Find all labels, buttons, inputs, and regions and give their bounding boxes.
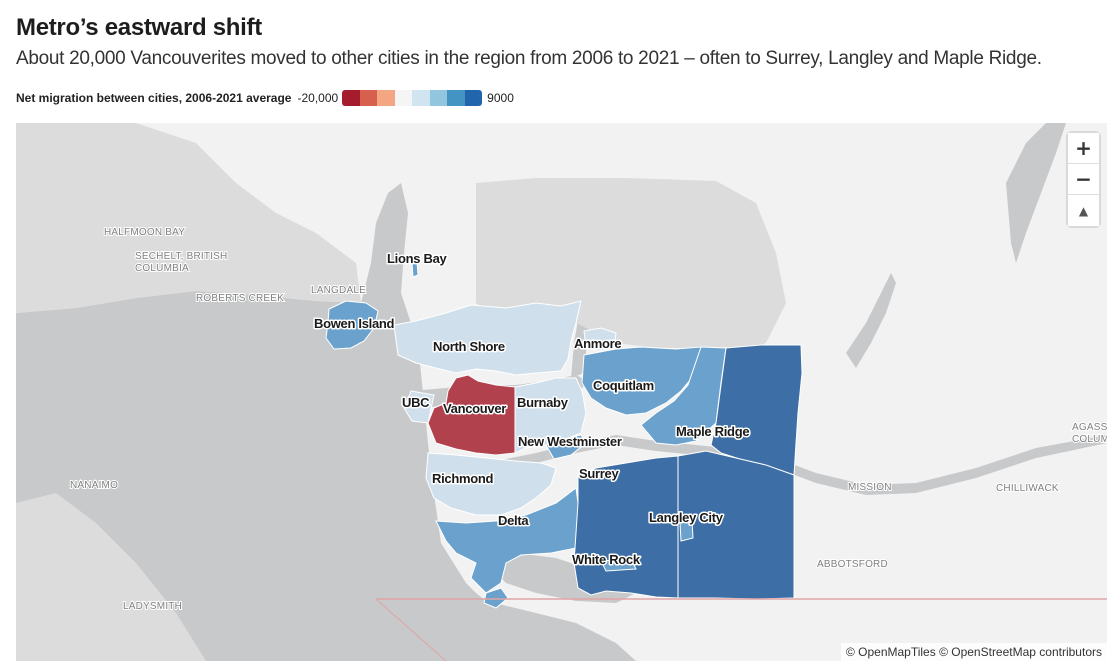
legend: Net migration between cities, 2006-2021 … [16, 89, 514, 107]
map-canvas[interactable]: HALFMOON BAY SECHELT, BRITISH COLUMBIA L… [16, 123, 1107, 661]
region-langley[interactable] [677, 450, 795, 600]
land-sunshine-coast [16, 123, 361, 313]
region-bowen-island[interactable] [325, 300, 379, 350]
place-label-halfmoon-bay: HALFMOON BAY [104, 227, 185, 238]
place-label-langdale: LANGDALE [311, 285, 366, 296]
place-label-roberts-creek: ROBERTS CREEK [196, 293, 284, 304]
city-label-surrey: Surrey [579, 466, 619, 481]
reset-north-button[interactable]: ▲ [1068, 195, 1099, 226]
place-label-mission: MISSION [848, 482, 892, 493]
place-label-nanaimo: NANAIMO [70, 480, 118, 491]
chart-subtitle: About 20,000 Vancouverites moved to othe… [16, 48, 1042, 69]
city-label-bowen-island: Bowen Island [314, 316, 395, 331]
legend-swatch [412, 90, 430, 106]
legend-swatch [359, 90, 378, 106]
place-label-agassiz-line2: COLUMBIA [1072, 434, 1107, 445]
city-label-langley-city: Langley City [649, 510, 724, 525]
legend-swatch [377, 90, 395, 106]
city-label-anmore: Anmore [574, 336, 621, 351]
city-label-maple-ridge: Maple Ridge [676, 424, 749, 439]
region-north-shore[interactable] [393, 300, 582, 376]
city-label-burnaby: Burnaby [517, 395, 569, 410]
region-white-rock[interactable] [600, 558, 637, 572]
map-attribution: © OpenMapTiles © OpenStreetMap contribut… [840, 643, 1107, 661]
map-svg: HALFMOON BAY SECHELT, BRITISH COLUMBIA L… [16, 123, 1107, 661]
land-vancouver-island [16, 493, 206, 661]
region-coquitlam[interactable] [581, 346, 702, 416]
city-label-ubc: UBC [402, 395, 430, 410]
water-stave-lake [846, 273, 896, 368]
region-tsawwassen[interactable] [483, 587, 509, 609]
region-ubc[interactable] [403, 390, 435, 424]
place-label-sechelt-line1: SECHELT, BRITISH [135, 251, 227, 262]
city-label-north-shore: North Shore [433, 339, 505, 354]
water-fraser-river [486, 435, 1107, 495]
legend-min-label: -20,000 [297, 91, 339, 105]
zoom-in-button[interactable]: + [1068, 133, 1099, 164]
city-label-white-rock: White Rock [572, 552, 641, 567]
us-border-line-2 [375, 598, 447, 661]
place-label-ladysmith: LADYSMITH [123, 601, 182, 612]
place-label-abbotsford: ABBOTSFORD [817, 559, 888, 570]
region-anmore[interactable] [583, 327, 617, 352]
region-richmond[interactable] [425, 452, 557, 516]
city-label-new-westminster: New Westminster [518, 434, 622, 449]
legend-swatch [464, 90, 483, 106]
legend-max-label: 9000 [487, 91, 514, 105]
chart-title: Metro’s eastward shift [16, 14, 262, 41]
region-langley-city[interactable] [679, 520, 694, 542]
place-label-sechelt-line2: COLUMBIA [135, 263, 189, 274]
region-lions-bay[interactable] [411, 260, 419, 278]
city-label-delta: Delta [498, 513, 529, 528]
legend-swatch [394, 90, 413, 106]
place-label-chilliwack: CHILLIWACK [996, 483, 1059, 494]
zoom-out-button[interactable]: − [1068, 164, 1099, 195]
city-label-vancouver: Vancouver [443, 401, 506, 416]
map-navigation-controls: + − ▲ [1068, 133, 1099, 226]
region-delta[interactable] [435, 487, 579, 594]
place-label-agassiz-line1: AGASSIZ [1072, 422, 1107, 433]
region-surrey[interactable] [573, 455, 679, 599]
legend-title: Net migration between cities, 2006-2021 … [16, 91, 292, 105]
city-label-richmond: Richmond [432, 471, 494, 486]
legend-color-scale [342, 90, 483, 106]
region-vancouver[interactable] [427, 374, 516, 456]
water-harrison-lake [1006, 123, 1066, 263]
region-new-westminster[interactable] [545, 434, 587, 460]
water-howe-sound [361, 183, 411, 323]
legend-swatch [429, 90, 448, 106]
legend-swatch [342, 90, 360, 106]
city-label-lions-bay: Lions Bay [387, 251, 447, 266]
region-burnaby[interactable] [514, 377, 587, 454]
legend-swatch [447, 90, 465, 106]
city-label-coquitlam: Coquitlam [593, 378, 654, 393]
